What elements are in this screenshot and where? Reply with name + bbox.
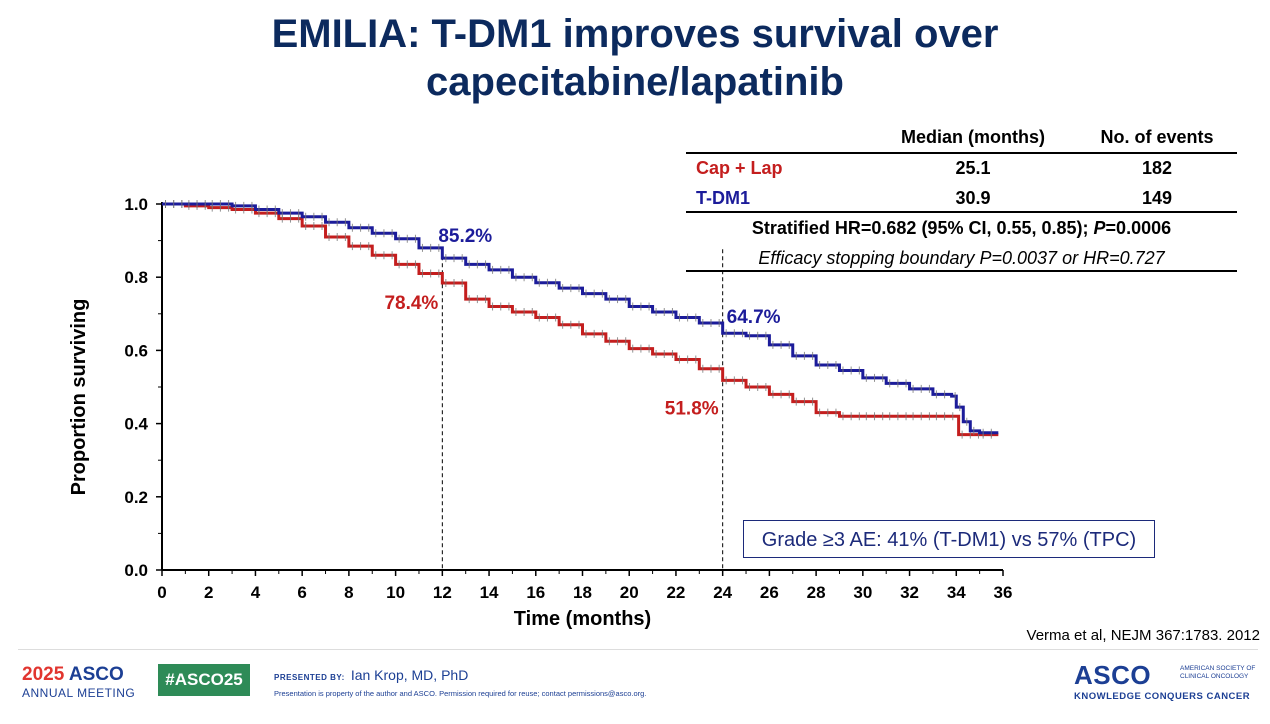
median-caplap: 25.1: [955, 158, 991, 178]
table-row-caplap: Cap + Lap 25.1 182: [686, 158, 1237, 184]
annotation-caplap-24: 51.8%: [665, 398, 719, 419]
censor-marks-tdm1: [165, 200, 992, 437]
meeting-asco: ASCO: [68, 664, 124, 685]
meeting-name: ANNUAL MEETING: [22, 686, 136, 700]
x-tick-label: 0: [157, 583, 166, 602]
hashtag-badge: #ASCO25: [158, 664, 250, 696]
hr-prefix: Stratified HR=0.682 (95% CI, 0.55, 0.85)…: [751, 218, 1094, 238]
org-asco: ASCO: [1074, 660, 1152, 690]
hr-p-value: =0.0006: [1105, 218, 1172, 238]
x-tick-label: 16: [526, 583, 545, 602]
x-tick-label: 8: [344, 583, 353, 602]
org-tagline: KNOWLEDGE CONQUERS CANCER: [1074, 691, 1251, 702]
km-curve-caplap: [162, 202, 999, 437]
x-tick-label: 12: [433, 583, 452, 602]
table-rule-bottom: [686, 270, 1237, 272]
events-caplap: 182: [1141, 158, 1173, 178]
hazard-ratio: Stratified HR=0.682 (95% CI, 0.55, 0.85)…: [686, 218, 1237, 239]
y-tick-label: 0.2: [124, 488, 148, 507]
slide-title: EMILIA: T-DM1 improves survival over cap…: [0, 10, 1270, 106]
header-median: Median (months): [901, 127, 1045, 147]
arm-label-tdm1: T-DM1: [696, 188, 750, 208]
x-tick-label: 30: [853, 583, 872, 602]
title-line-1: EMILIA: T-DM1 improves survival over: [271, 12, 999, 56]
asco-org-logo: ASCO AMERICAN SOCIETY OF CLINICAL ONCOLO…: [1074, 660, 1255, 702]
title-line-2: capecitabine/lapatinib: [426, 60, 844, 104]
citation: Verma et al, NEJM 367:1783. 2012: [1026, 627, 1260, 644]
x-tick-label: 18: [573, 583, 592, 602]
x-tick-label: 32: [900, 583, 919, 602]
y-tick-label: 0.0: [124, 561, 148, 580]
arm-label-caplap: Cap + Lap: [696, 158, 783, 178]
presenter-name: Ian Krop, MD, PhD: [350, 667, 469, 683]
meeting-logo: 2025 ASCO ANNUAL MEETING: [22, 664, 135, 700]
x-tick-label: 34: [947, 583, 966, 602]
x-axis-label: Time (months): [514, 608, 651, 630]
x-tick-label: 6: [297, 583, 306, 602]
annotation-tdm1-12: 85.2%: [438, 226, 492, 247]
reuse-notice: Presentation is property of the author a…: [274, 689, 647, 698]
x-tick-label: 28: [807, 583, 826, 602]
hr-p-label: P: [1093, 218, 1106, 238]
x-tick-label: 14: [480, 583, 499, 602]
table-row-tdm1: T-DM1 30.9 149: [686, 188, 1237, 214]
grade3-ae-callout: Grade ≥3 AE: 41% (T-DM1) vs 57% (TPC): [743, 520, 1155, 558]
table-rule-mid: [686, 211, 1237, 213]
table-header-row: Median (months) No. of events: [686, 127, 1237, 153]
y-tick-label: 0.4: [124, 415, 148, 434]
median-tdm1: 30.9: [955, 188, 991, 208]
y-tick-label: 0.6: [124, 341, 148, 360]
x-tick-label: 24: [713, 583, 732, 602]
x-tick-label: 36: [994, 583, 1013, 602]
header-events: No. of events: [1100, 127, 1214, 147]
x-tick-label: 2: [204, 583, 213, 602]
x-tick-label: 4: [251, 583, 261, 602]
presented-by: PRESENTED BY: Ian Krop, MD, PhD: [274, 667, 468, 683]
org-full-name: AMERICAN SOCIETY OF CLINICAL ONCOLOGY: [1180, 665, 1256, 680]
y-tick-label: 0.8: [124, 268, 148, 287]
stopping-boundary: Efficacy stopping boundary P=0.0037 or H…: [758, 248, 1165, 268]
meeting-year: 2025: [22, 664, 65, 685]
footer-divider: [18, 649, 1258, 650]
x-tick-label: 22: [666, 583, 685, 602]
x-tick-label: 26: [760, 583, 779, 602]
y-tick-label: 1.0: [124, 195, 148, 214]
annotation-caplap-12: 78.4%: [384, 293, 438, 314]
annotation-tdm1-24: 64.7%: [727, 307, 781, 328]
table-rule-top: [686, 152, 1237, 154]
events-tdm1: 149: [1141, 188, 1173, 208]
x-tick-label: 20: [620, 583, 639, 602]
x-tick-label: 10: [386, 583, 405, 602]
y-axis-label: Proportion surviving: [68, 299, 90, 496]
presented-label: PRESENTED BY:: [274, 673, 345, 682]
